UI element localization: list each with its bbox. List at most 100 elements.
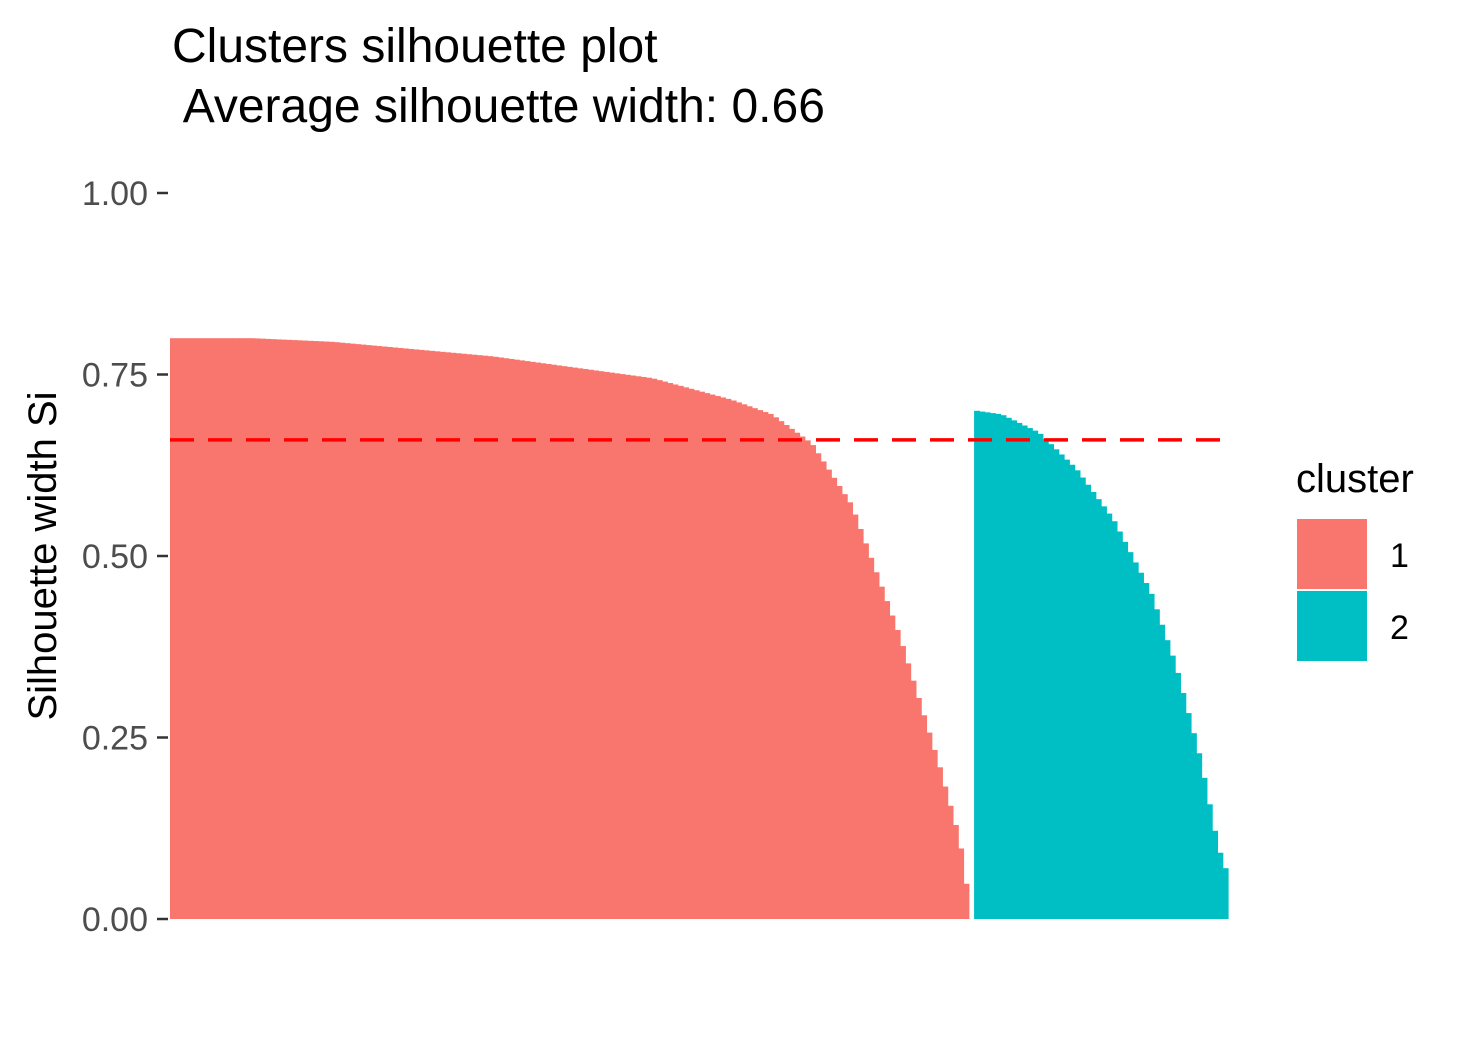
silhouette-bar-cluster-1	[233, 338, 240, 919]
y-tick-label: 0.75	[82, 357, 148, 395]
silhouette-bar-cluster-1	[333, 342, 340, 920]
silhouette-bar-cluster-2	[1016, 422, 1023, 919]
silhouette-bar-cluster-1	[778, 421, 785, 919]
y-tick-label: 0.00	[82, 901, 148, 939]
silhouette-bar-cluster-2	[1064, 459, 1070, 919]
silhouette-bar-cluster-1	[460, 353, 467, 919]
silhouette-bar-cluster-1	[529, 361, 536, 920]
silhouette-bar-cluster-2	[1196, 753, 1203, 919]
silhouette-bar-cluster-2	[1069, 464, 1076, 919]
silhouette-bar-cluster-1	[889, 615, 896, 919]
silhouette-bar-cluster-1	[857, 528, 864, 919]
silhouette-bar-cluster-1	[767, 413, 774, 919]
silhouette-bar-cluster-1	[873, 572, 880, 919]
silhouette-bar-cluster-2	[1153, 609, 1160, 919]
silhouette-bar-cluster-1	[630, 375, 637, 919]
silhouette-bar-cluster-1	[799, 436, 806, 919]
silhouette-bar-cluster-1	[270, 339, 277, 919]
silhouette-bar-cluster-1	[386, 347, 393, 919]
silhouette-bar-cluster-1	[556, 365, 563, 919]
silhouette-bar-cluster-1	[291, 340, 298, 920]
y-tick-label: 0.50	[82, 538, 148, 576]
silhouette-bar-cluster-1	[513, 359, 520, 919]
silhouette-bar-cluster-2	[1116, 531, 1123, 919]
silhouette-bar-cluster-2	[1026, 428, 1033, 919]
silhouette-bar-cluster-1	[408, 348, 414, 919]
silhouette-bar-cluster-2	[979, 411, 986, 919]
silhouette-bar-cluster-1	[672, 384, 679, 920]
silhouette-bar-cluster-1	[709, 394, 716, 919]
silhouette-bar-cluster-2	[984, 412, 991, 919]
silhouette-bar-cluster-2	[1079, 477, 1086, 919]
silhouette-bar-cluster-1	[344, 343, 351, 919]
silhouette-bar-cluster-1	[836, 485, 843, 919]
silhouette-bar-cluster-1	[572, 367, 578, 920]
silhouette-bar-cluster-2	[1032, 430, 1039, 919]
silhouette-bar-cluster-2	[1217, 852, 1224, 919]
silhouette-bar-cluster-1	[958, 848, 965, 919]
silhouette-bar-cluster-2	[1127, 552, 1134, 919]
silhouette-bar-cluster-2	[1164, 640, 1171, 919]
silhouette-bar-cluster-1	[598, 371, 605, 920]
silhouette-bar-cluster-2	[1222, 868, 1229, 919]
legend-title: cluster	[1296, 457, 1414, 501]
silhouette-bar-cluster-1	[952, 825, 959, 919]
silhouette-bar-cluster-2	[1185, 713, 1192, 919]
silhouette-bar-cluster-1	[841, 494, 848, 919]
silhouette-bar-cluster-1	[677, 385, 684, 919]
silhouette-bar-cluster-1	[878, 586, 885, 919]
silhouette-bar-cluster-2	[1175, 672, 1181, 919]
silhouette-bar-cluster-2	[1058, 454, 1065, 919]
silhouette-bar-cluster-1	[741, 404, 748, 920]
silhouette-bar-cluster-1	[519, 360, 526, 919]
silhouette-bar-cluster-1	[624, 374, 631, 919]
silhouette-bar-cluster-1	[217, 338, 224, 919]
silhouette-bar-cluster-1	[244, 338, 250, 919]
silhouette-bar-cluster-2	[1021, 425, 1028, 919]
silhouette-bar-cluster-2	[1011, 420, 1017, 919]
silhouette-bar-cluster-1	[307, 340, 314, 919]
silhouette-bar-cluster-2	[989, 413, 996, 919]
silhouette-bar-cluster-1	[714, 396, 721, 919]
legend-label-cluster-2: 2	[1390, 609, 1409, 647]
silhouette-bar-cluster-1	[265, 338, 272, 919]
silhouette-bar-cluster-1	[931, 749, 938, 919]
silhouette-bar-cluster-1	[603, 371, 610, 919]
silhouette-bar-cluster-1	[222, 338, 229, 919]
silhouette-bar-cluster-2	[1074, 470, 1081, 919]
silhouette-bar-cluster-1	[582, 369, 589, 919]
silhouette-bar-cluster-1	[545, 363, 552, 919]
legend-label-cluster-1: 1	[1390, 537, 1409, 575]
silhouette-bar-cluster-1	[275, 339, 282, 919]
silhouette-bar-cluster-2	[1090, 491, 1097, 919]
silhouette-bar-cluster-2	[1000, 415, 1007, 919]
silhouette-bar-cluster-1	[609, 372, 615, 919]
silhouette-bar-cluster-1	[455, 353, 462, 919]
silhouette-bar-cluster-1	[762, 412, 769, 919]
silhouette-bar-cluster-1	[900, 646, 906, 919]
silhouette-bar-cluster-1	[339, 342, 346, 919]
silhouette-bar-cluster-1	[757, 410, 764, 919]
silhouette-bar-cluster-1	[773, 417, 779, 919]
y-tick-label: 0.25	[82, 720, 148, 758]
silhouette-bar-cluster-1	[170, 338, 176, 919]
silhouette-bar-cluster-1	[550, 364, 557, 920]
silhouette-bar-cluster-1	[683, 387, 690, 919]
silhouette-bar-cluster-1	[794, 432, 801, 919]
silhouette-bar-cluster-1	[656, 380, 663, 919]
silhouette-bar-cluster-2	[1037, 433, 1044, 919]
silhouette-bar-cluster-1	[810, 445, 816, 919]
silhouette-bar-cluster-1	[492, 356, 499, 919]
silhouette-bar-cluster-1	[418, 349, 425, 919]
silhouette-bar-cluster-1	[503, 358, 510, 920]
silhouette-bar-cluster-1	[746, 406, 753, 919]
silhouette-bar-cluster-2	[1085, 484, 1092, 919]
silhouette-bar-cluster-2	[1122, 541, 1129, 919]
silhouette-bar-cluster-1	[688, 388, 695, 919]
silhouette-bar-cluster-1	[482, 355, 488, 919]
silhouette-bar-cluster-1	[207, 338, 213, 919]
silhouette-bar-cluster-2	[1106, 513, 1113, 919]
y-tick-label: 1.00	[82, 175, 148, 213]
silhouette-bar-cluster-1	[862, 543, 869, 919]
